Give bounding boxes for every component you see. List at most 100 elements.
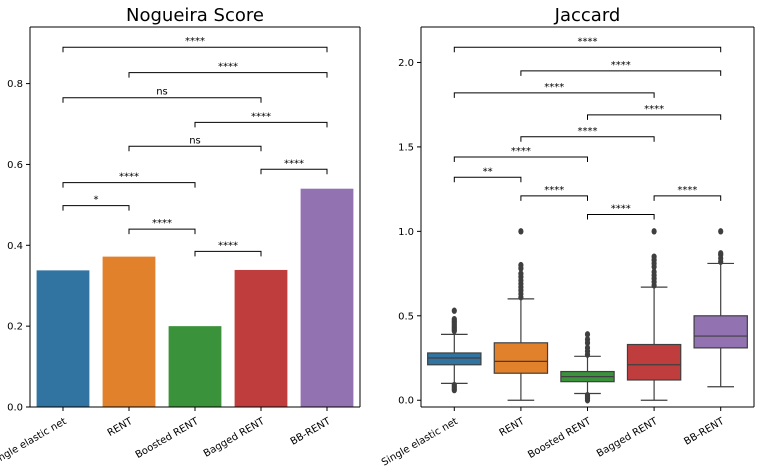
box-plot xyxy=(560,331,615,404)
significance-annotation: ** xyxy=(453,166,522,183)
significance-label: **** xyxy=(544,185,564,196)
significance-annotation: **** xyxy=(587,203,655,220)
box-plot xyxy=(693,228,748,388)
chart-title: Jaccard xyxy=(554,5,621,26)
outlier-point xyxy=(451,307,457,314)
y-tick-label: 0.2 xyxy=(7,322,23,333)
significance-label: **** xyxy=(644,104,664,115)
significance-label: **** xyxy=(218,62,238,73)
nogueira-chart: Nogueira Score 0.0 0.2 0.4 0.6 0.8 Single elas… xyxy=(0,5,361,469)
significance-annotation: **** xyxy=(62,172,196,188)
significance-annotation: **** xyxy=(453,36,722,53)
x-tick-label: Bagged RENT xyxy=(202,416,267,460)
significance-bracket xyxy=(62,182,196,188)
outlier-point xyxy=(651,268,657,276)
outlier-point xyxy=(451,315,457,323)
bar xyxy=(36,270,90,407)
significance-bracket xyxy=(520,70,722,76)
significance-annotation: **** xyxy=(587,104,722,120)
y-tick-label: 0.4 xyxy=(7,241,23,252)
x-tick-label: RENT xyxy=(498,416,528,439)
significance-bracket xyxy=(260,168,328,175)
significance-bracket xyxy=(194,250,262,257)
significance-label: ns xyxy=(189,135,201,146)
bar xyxy=(234,269,288,407)
significance-bracket xyxy=(62,205,130,211)
significance-bracket xyxy=(128,228,196,235)
significance-bracket xyxy=(453,92,655,98)
outlier-point xyxy=(718,228,724,235)
significance-annotation: **** xyxy=(260,158,328,175)
significance-label: ** xyxy=(483,166,493,177)
significance-bracket xyxy=(520,195,588,201)
outlier-point xyxy=(584,331,591,338)
significance-bracket xyxy=(453,176,522,183)
significance-label: ns xyxy=(156,87,168,98)
box xyxy=(693,315,748,349)
significance-bracket xyxy=(520,136,655,142)
y-tick-label: 1.0 xyxy=(398,227,414,238)
y-tick-label: 0.0 xyxy=(398,396,414,407)
x-tick-label: Boosted RENT xyxy=(526,416,594,461)
significance-annotation: * xyxy=(62,195,130,211)
outlier-point xyxy=(451,381,457,389)
significance-label: **** xyxy=(218,240,238,251)
significance-label: **** xyxy=(544,82,564,93)
significance-label: **** xyxy=(578,36,598,47)
outlier-point xyxy=(651,228,657,235)
significance-annotation: **** xyxy=(453,82,655,98)
x-tick-label: BB-RENT xyxy=(289,416,334,448)
bar xyxy=(300,188,354,407)
significance-annotation: **** xyxy=(194,111,328,128)
y-tick-label: 1.5 xyxy=(398,142,414,153)
box xyxy=(493,342,549,374)
x-tick-label: Single elastic net xyxy=(0,416,69,469)
x-tick-label: Single elastic net xyxy=(380,416,460,469)
box-plot xyxy=(427,307,482,394)
significance-annotation: **** xyxy=(520,126,655,142)
x-tick-label: BB-RENT xyxy=(682,416,727,448)
outlier-point xyxy=(584,391,591,399)
significance-label: **** xyxy=(611,60,631,71)
box xyxy=(626,343,682,381)
significance-annotation: **** xyxy=(128,218,196,235)
significance-bracket xyxy=(128,145,262,152)
significance-annotation: **** xyxy=(520,60,722,76)
outlier-point xyxy=(584,344,591,352)
significance-annotation: **** xyxy=(194,240,262,257)
significance-annotation: ns xyxy=(128,135,262,152)
y-tick-label: 0.6 xyxy=(7,160,23,171)
significance-bracket xyxy=(587,213,655,220)
significance-annotation: **** xyxy=(62,36,328,53)
significance-annotation: ns xyxy=(62,87,262,103)
outlier-point xyxy=(718,250,724,257)
significance-annotation: **** xyxy=(453,146,588,163)
y-tick-label: 2.0 xyxy=(398,58,414,69)
outlier-point xyxy=(651,253,657,260)
significance-label: **** xyxy=(578,126,598,137)
y-tick-label: 0.8 xyxy=(7,79,23,90)
outlier-point xyxy=(518,228,524,235)
bar xyxy=(102,256,156,407)
significance-label: **** xyxy=(185,36,205,47)
x-tick-label: Boosted RENT xyxy=(134,416,202,461)
significance-label: **** xyxy=(677,185,697,196)
significance-bracket xyxy=(128,72,328,78)
significance-label: * xyxy=(94,195,99,206)
y-tick-label: 0.0 xyxy=(7,403,23,414)
box xyxy=(427,352,482,366)
bar xyxy=(168,326,222,407)
significance-label: **** xyxy=(284,158,304,169)
significance-bracket xyxy=(653,195,722,201)
significance-label: **** xyxy=(251,111,271,122)
significance-label: **** xyxy=(611,203,631,214)
chart-title: Nogueira Score xyxy=(126,5,264,26)
box-plot xyxy=(626,228,682,401)
significance-bracket xyxy=(453,156,588,163)
significance-bracket xyxy=(587,114,722,120)
significance-annotation: **** xyxy=(520,185,588,201)
significance-annotation: **** xyxy=(653,185,722,201)
significance-bracket xyxy=(62,46,328,53)
significance-bracket xyxy=(453,46,722,53)
